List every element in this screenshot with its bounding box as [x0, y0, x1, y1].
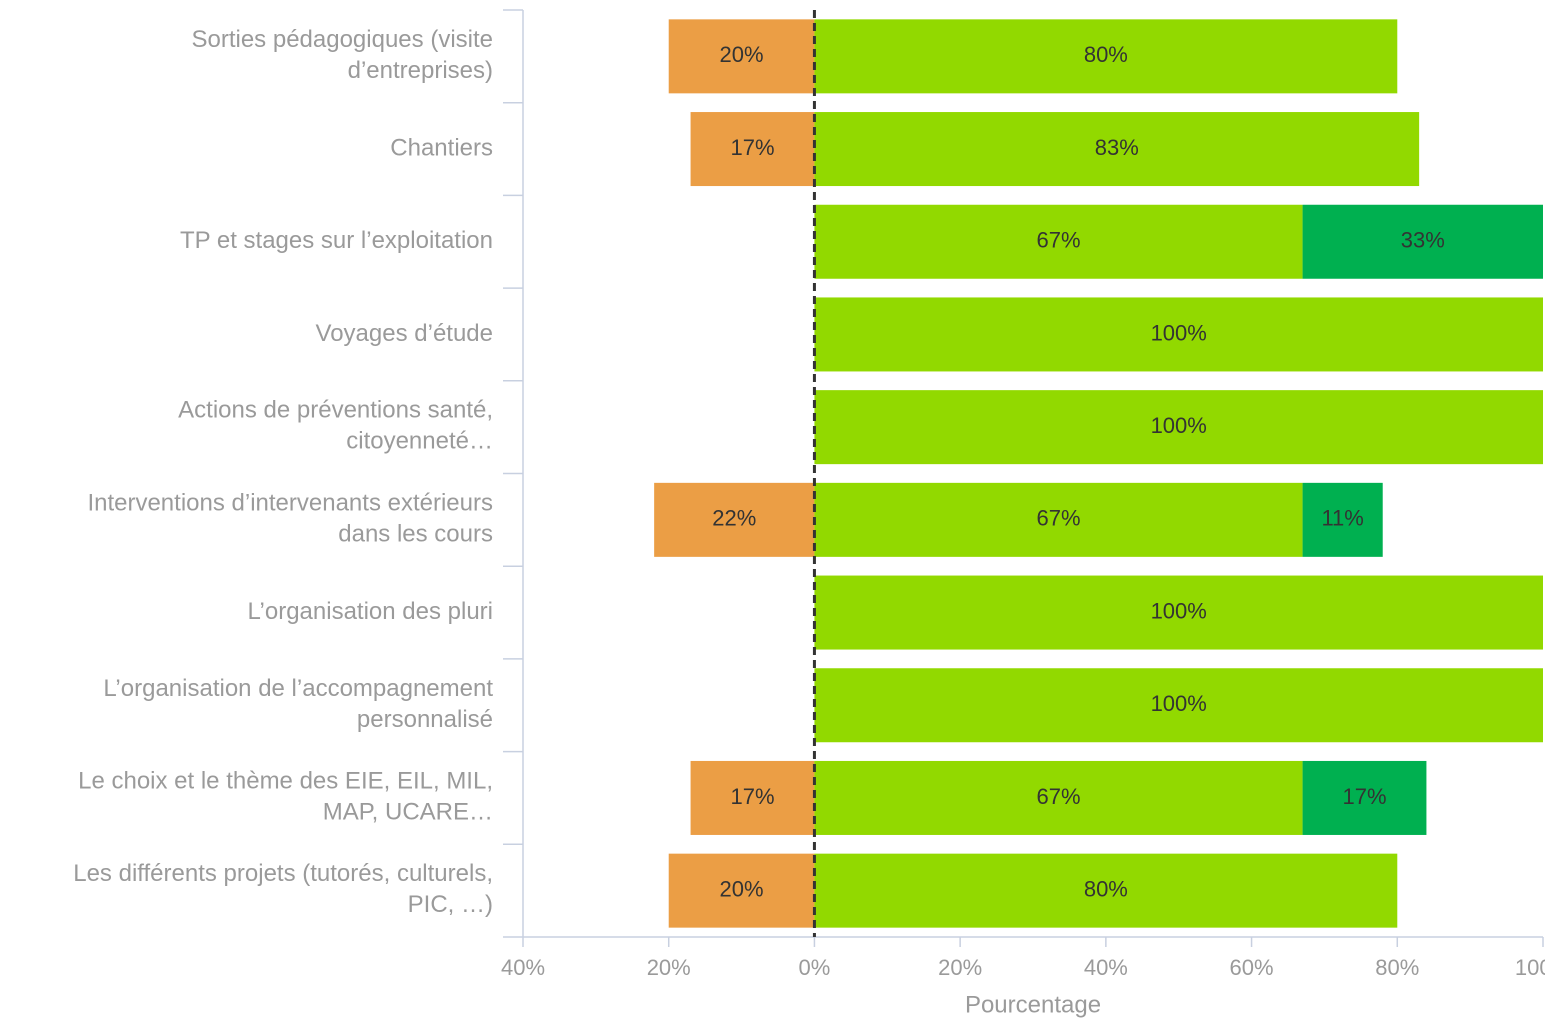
- value-label: 100%: [1151, 413, 1207, 438]
- value-label: 100%: [1151, 320, 1207, 345]
- value-label: 22%: [712, 506, 756, 531]
- value-label: 17%: [730, 135, 774, 160]
- bar: [814, 575, 1543, 650]
- bar: [690, 760, 815, 835]
- bar: [814, 204, 1303, 279]
- x-tick-label: 80%: [1375, 955, 1419, 980]
- bar: [814, 760, 1303, 835]
- bar: [814, 853, 1398, 928]
- bar: [1302, 482, 1383, 557]
- value-label: 67%: [1036, 506, 1080, 531]
- x-axis-title: Pourcentage: [965, 991, 1101, 1018]
- x-tick-label: 40%: [1084, 955, 1128, 980]
- category-label: Chantiers: [390, 134, 493, 161]
- value-label: 67%: [1036, 784, 1080, 809]
- value-label: 20%: [720, 876, 764, 901]
- x-tick-label: 20%: [938, 955, 982, 980]
- category-label: TP et stages sur l’exploitation: [180, 227, 493, 254]
- bar: [668, 19, 815, 94]
- category-label: Sorties pédagogiques (visite d’entreprise…: [191, 26, 493, 84]
- category-label: L’organisation des pluri: [248, 598, 494, 625]
- bar: [814, 390, 1543, 465]
- x-tick-label: 0%: [799, 955, 831, 980]
- category-label: Les différents projets (tutorés, culture…: [73, 860, 493, 918]
- value-label: 83%: [1095, 135, 1139, 160]
- category-label: Interventions d’intervenants extérieurs d…: [87, 490, 493, 548]
- category-label: Le choix et le thème des EIE, EIL, MIL, M…: [78, 768, 493, 826]
- value-label: 67%: [1036, 228, 1080, 253]
- bar: [814, 482, 1303, 557]
- x-tick-label: 20%: [647, 955, 691, 980]
- value-label: 100%: [1151, 691, 1207, 716]
- value-label: 11%: [1321, 506, 1363, 531]
- bar: [814, 112, 1420, 187]
- value-label: 33%: [1401, 228, 1445, 253]
- category-label: Voyages d’étude: [316, 320, 493, 347]
- x-tick-label: 60%: [1230, 955, 1274, 980]
- x-tick-label: 40%: [501, 955, 545, 980]
- bar: [668, 853, 815, 928]
- bar: [1302, 760, 1427, 835]
- value-label: 100%: [1151, 598, 1207, 623]
- bar: [654, 482, 815, 557]
- value-label: 17%: [730, 784, 774, 809]
- bar: [690, 112, 815, 187]
- value-label: 80%: [1084, 42, 1128, 67]
- value-label: 80%: [1084, 876, 1128, 901]
- value-label: 20%: [720, 42, 764, 67]
- category-label: Actions de préventions santé, citoyenneté…: [178, 397, 493, 455]
- bar: [814, 668, 1543, 743]
- bar: [814, 19, 1398, 94]
- category-label: L’organisation de l’accompagnement person…: [103, 675, 493, 733]
- bar: [814, 297, 1543, 372]
- value-label: 17%: [1342, 784, 1386, 809]
- bar: [1302, 204, 1543, 279]
- x-tick-label: 100%: [1515, 955, 1545, 980]
